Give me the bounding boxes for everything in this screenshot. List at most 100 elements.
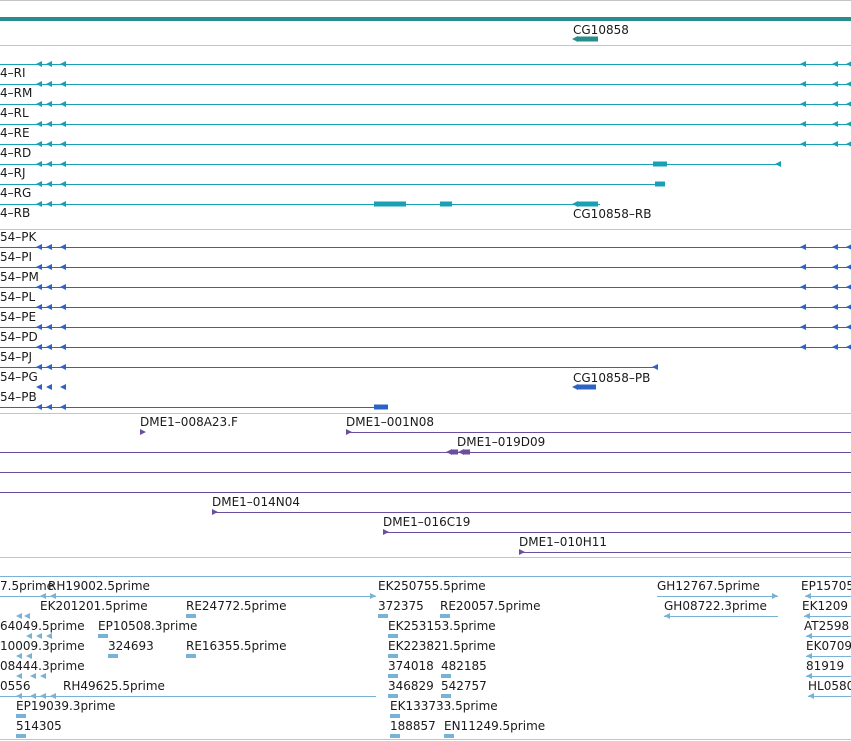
strand-arrow-icon xyxy=(60,81,66,87)
strand-arrow-icon xyxy=(800,264,806,270)
strand-arrow-icon xyxy=(46,61,52,67)
strand-arrow-icon xyxy=(832,61,838,67)
strand-arrow-icon xyxy=(16,693,22,699)
clone-label[interactable]: DME1–016C19 xyxy=(383,515,471,529)
est-label[interactable]: EK253153.5prime xyxy=(388,619,496,633)
est-label[interactable]: EP19039.3prime xyxy=(16,699,116,713)
protein-exon xyxy=(374,404,388,410)
est-label[interactable]: RE20057.5prime xyxy=(440,599,541,613)
protein-label[interactable]: 54–PJ xyxy=(0,350,33,364)
protein-label[interactable]: 54–PL xyxy=(0,290,36,304)
est-label[interactable]: 482185 xyxy=(441,659,487,673)
est-block xyxy=(16,734,26,738)
strand-arrow-icon xyxy=(16,653,22,659)
protein-label[interactable]: 54–PM xyxy=(0,270,39,284)
strand-arrow-icon xyxy=(46,161,52,167)
est-label[interactable]: HL0580 xyxy=(808,679,851,693)
clone-block xyxy=(452,449,458,455)
est-label[interactable]: EP15705 xyxy=(801,579,851,593)
protein-label-extra[interactable]: CG10858–PB xyxy=(573,371,651,385)
est-block xyxy=(444,734,454,738)
est-label[interactable]: EK133733.5prime xyxy=(390,699,498,713)
strand-arrow-icon xyxy=(40,593,46,599)
clone-label[interactable]: DME1–019D09 xyxy=(457,435,546,449)
est-label[interactable]: 374018 xyxy=(388,659,434,673)
transcript-label[interactable]: 4–RL xyxy=(0,106,29,120)
divider-transcripts xyxy=(0,229,851,230)
est-label[interactable]: RE16355.5prime xyxy=(186,639,287,653)
transcript-label[interactable]: 4–RG xyxy=(0,186,32,200)
transcript-label[interactable]: 4–RD xyxy=(0,146,32,160)
est-label[interactable]: RE24772.5prime xyxy=(186,599,287,613)
est-label[interactable]: EK201201.5prime xyxy=(40,599,148,613)
strand-arrow-icon xyxy=(846,101,851,107)
est-label[interactable]: EK223821.5prime xyxy=(388,639,496,653)
gene-label[interactable]: CG10858 xyxy=(573,23,629,37)
est-label[interactable]: 188857 xyxy=(390,719,436,733)
strand-arrow-icon xyxy=(36,364,42,370)
strand-arrow-icon xyxy=(800,344,806,350)
est-label[interactable]: GH08722.3prime xyxy=(664,599,767,613)
est-label[interactable]: 346829 xyxy=(388,679,434,693)
strand-arrow-icon xyxy=(50,593,56,599)
transcript-label-extra[interactable]: CG10858–RB xyxy=(573,207,652,221)
strand-arrow-icon xyxy=(46,404,52,410)
transcript-label[interactable]: 4–RJ xyxy=(0,166,26,180)
est-block xyxy=(186,614,196,618)
est-label[interactable]: EN11249.5prime xyxy=(444,719,546,733)
protein-label[interactable]: 54–PG xyxy=(0,370,38,384)
est-label[interactable]: 10009.3prime xyxy=(0,639,85,653)
est-label[interactable]: AT2598 xyxy=(804,619,850,633)
est-label[interactable]: RH49625.5prime xyxy=(63,679,165,693)
strand-arrow-icon xyxy=(800,141,806,147)
strand-arrow-icon xyxy=(36,384,42,390)
est-label[interactable]: 542757 xyxy=(441,679,487,693)
est-block xyxy=(388,654,398,658)
protein-exon xyxy=(578,384,596,390)
clone-label[interactable]: DME1–001N08 xyxy=(346,415,434,429)
est-label[interactable]: 08444.3prime xyxy=(0,659,85,673)
strand-arrow-icon xyxy=(846,264,851,270)
est-label[interactable]: 7.5prime xyxy=(0,579,55,593)
strand-arrow-icon xyxy=(60,304,66,310)
est-label[interactable]: 64049.5prime xyxy=(0,619,85,633)
strand-arrow-icon xyxy=(46,384,52,390)
transcript-label[interactable]: 4–RB xyxy=(0,206,31,220)
transcript-label[interactable]: 4–RM xyxy=(0,86,33,100)
strand-arrow-icon xyxy=(46,344,52,350)
clone-label[interactable]: DME1–010H11 xyxy=(519,535,608,549)
est-label[interactable]: EK1209 xyxy=(802,599,848,613)
strand-arrow-icon xyxy=(800,101,806,107)
transcript-label[interactable]: 4–RE xyxy=(0,126,30,140)
est-label[interactable]: EK250755.5prime xyxy=(378,579,486,593)
strand-arrow-icon xyxy=(46,201,52,207)
protein-label[interactable]: 54–PK xyxy=(0,230,37,244)
est-label[interactable]: 372375 xyxy=(378,599,424,613)
est-label[interactable]: 324693 xyxy=(108,639,154,653)
strand-arrow-icon xyxy=(36,633,42,639)
transcript-exon xyxy=(440,201,452,207)
est-block xyxy=(16,714,26,718)
strand-arrow-icon xyxy=(36,81,42,87)
strand-arrow-icon xyxy=(800,81,806,87)
protein-label[interactable]: 54–PE xyxy=(0,310,37,324)
est-label[interactable]: RH19002.5prime xyxy=(48,579,150,593)
est-label[interactable]: 81919 xyxy=(806,659,845,673)
est-label[interactable]: EP10508.3prime xyxy=(98,619,198,633)
est-label[interactable]: 514305 xyxy=(16,719,62,733)
strand-arrow-icon xyxy=(60,161,66,167)
strand-arrow-icon xyxy=(60,244,66,250)
est-label[interactable]: 0556 xyxy=(0,679,31,693)
protein-label[interactable]: 54–PB xyxy=(0,390,37,404)
transcript-label[interactable]: 4–RI xyxy=(0,66,26,80)
protein-label[interactable]: 54–PI xyxy=(0,250,33,264)
protein-label[interactable]: 54–PD xyxy=(0,330,38,344)
strand-arrow-icon xyxy=(36,284,42,290)
est-label[interactable]: GH12767.5prime xyxy=(657,579,760,593)
clone-label[interactable]: DME1–014N04 xyxy=(212,495,300,509)
clone-label[interactable]: DME1–008A23.F xyxy=(140,415,238,429)
est-label[interactable]: EK0709 xyxy=(806,639,851,653)
strand-arrow-icon xyxy=(46,284,52,290)
clone-arrow-icon xyxy=(519,549,525,555)
